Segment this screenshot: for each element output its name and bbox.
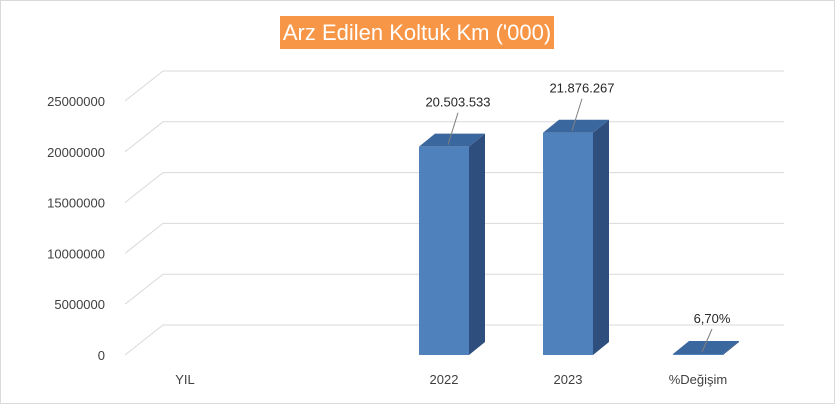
bar-top [673,341,739,354]
bar-side [469,133,485,355]
x-tick-label: 2022 [430,372,459,387]
bar [673,354,723,355]
x-tick-label: YIL [175,372,195,387]
y-tick-label: 5000000 [54,297,105,312]
bar [543,132,593,355]
x-tick-label: 2023 [554,372,583,387]
chart-title-box: Arz Edilen Koltuk Km ('000) [280,16,554,49]
y-tick-label: 10000000 [47,246,105,261]
bar-side [593,119,609,356]
y-tick-label: 0 [98,348,105,363]
y-tick-label: 20000000 [47,145,105,160]
data-label-leader [701,328,713,353]
bar [419,146,469,355]
bar-side [723,341,739,355]
gridline [124,70,784,102]
data-label: 20.503.533 [425,95,490,110]
x-tick-label: %Değişim [669,372,728,387]
bar-top [419,133,485,147]
data-label: 6,70% [694,311,731,326]
y-tick-label: 25000000 [47,94,105,109]
data-label-leader [571,98,583,131]
chart-title: Arz Edilen Koltuk Km ('000) [282,19,552,45]
data-label-leader [447,112,459,145]
y-tick-label: 15000000 [47,196,105,211]
bar-top [543,119,609,133]
data-label: 21.876.267 [549,81,614,96]
